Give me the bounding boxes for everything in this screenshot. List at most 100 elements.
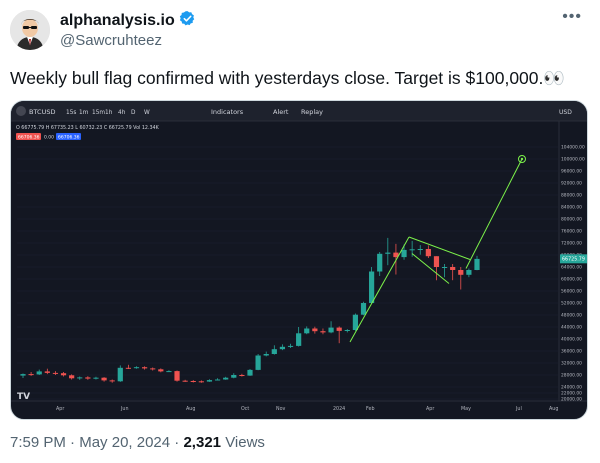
price-tick-label: 60000.00 <box>561 277 582 283</box>
candle-body <box>150 368 156 370</box>
buy-badge-text[interactable]: 66706.36 <box>58 135 80 141</box>
time-tick-label: Aug <box>549 406 558 412</box>
candle-body <box>247 369 253 376</box>
candle-body <box>279 346 286 350</box>
candle-body <box>206 380 213 382</box>
trendline <box>349 236 410 343</box>
candle-body <box>312 328 318 332</box>
candle-body <box>36 371 42 375</box>
trendline <box>411 253 450 284</box>
last-price-label <box>560 254 587 264</box>
candle-body <box>117 367 123 382</box>
candle-body <box>425 249 431 257</box>
price-tick-label: 20000.00 <box>561 397 582 403</box>
price-tick-label: 44000.00 <box>561 325 582 331</box>
tweet-body: Weekly bull flag confirmed with yesterda… <box>10 68 544 88</box>
candle-body <box>93 377 99 379</box>
trendlines <box>349 158 523 343</box>
candle-body <box>474 258 480 270</box>
price-tick-label: 72000.00 <box>561 241 582 247</box>
candle-body <box>344 330 350 331</box>
candle-body <box>190 381 196 382</box>
price-tick-label: 24000.00 <box>561 385 582 391</box>
price-tick-label: 100000.00 <box>561 157 585 163</box>
candle-body <box>458 270 464 275</box>
interval-4h[interactable]: 4h <box>118 110 126 116</box>
tweet-time[interactable]: 7:59 PM <box>10 434 66 451</box>
candle-body <box>417 249 423 250</box>
avatar[interactable] <box>10 10 50 50</box>
candle-body <box>352 314 358 330</box>
candle-body <box>336 327 342 331</box>
chart-toolbar <box>11 101 587 121</box>
candle-body <box>320 331 326 333</box>
currency-label[interactable]: USD <box>559 109 572 116</box>
candle-body <box>142 367 148 369</box>
candle-body <box>174 371 180 381</box>
trendline <box>408 236 471 260</box>
candle-body <box>77 377 83 379</box>
time-axis: Apr Jun Aug Oct Nov 2024 Feb Apr May Jul Aug <box>56 406 558 412</box>
candle-body <box>198 381 204 383</box>
interval-15s[interactable]: 15s <box>66 110 76 116</box>
more-options-icon[interactable]: ••• <box>562 8 582 25</box>
last-price-text: 66725.79 <box>562 257 585 263</box>
candle-body <box>28 374 34 376</box>
time-tick-label: Jun <box>120 406 129 412</box>
interval-1h[interactable]: 1h <box>105 110 113 116</box>
candle-body <box>377 253 383 272</box>
interval-15m[interactable]: 15m <box>92 110 105 116</box>
candle-body <box>450 267 456 270</box>
time-tick-label: Apr <box>426 406 434 412</box>
candle-body <box>401 249 407 258</box>
ohlc-legend: O 66775.79 H 67735.23 L 60732.23 C 66725… <box>16 125 160 131</box>
time-tick-label: May <box>461 406 471 412</box>
candle-body <box>20 374 26 376</box>
candle-body <box>296 333 302 346</box>
author-handle[interactable]: @Sawcruhteez <box>60 32 162 49</box>
price-tick-label: 88000.00 <box>561 193 582 199</box>
chart-logo-icon <box>16 106 26 116</box>
price-tick-label: 76000.00 <box>561 229 582 235</box>
candle-body <box>304 328 310 334</box>
author-display-name[interactable]: alphanalysis.io <box>60 12 175 29</box>
candle-body <box>433 256 440 267</box>
price-tick-label: 56000.00 <box>561 289 582 295</box>
chart-image[interactable]: BTCUSD 15s 1m 15m 1h 4h D W Indicators Alert R… <box>10 100 588 420</box>
interval-D[interactable]: D <box>131 110 136 116</box>
candle-body <box>466 270 472 275</box>
price-tick-label: 36000.00 <box>561 349 582 355</box>
alert-button[interactable]: Alert <box>273 108 289 116</box>
interval-W[interactable]: W <box>144 110 150 116</box>
replay-button[interactable]: Replay <box>301 108 323 116</box>
indicators-button[interactable]: Indicators <box>211 108 244 116</box>
chart-symbol[interactable]: BTCUSD <box>29 108 55 116</box>
tweet-date[interactable]: May 20, 2024 <box>79 434 171 451</box>
candle-body <box>328 327 334 333</box>
time-tick-label: Aug <box>186 406 195 412</box>
time-tick-label: Jul <box>515 406 522 412</box>
price-tick-label: 64000.00 <box>561 265 582 271</box>
views-label: Views <box>225 434 265 451</box>
views-count: 2,321 <box>183 434 222 451</box>
time-tick-label: Oct <box>241 406 249 412</box>
candle-body <box>44 371 50 373</box>
time-tick-label: Feb <box>366 406 375 412</box>
price-chart: BTCUSD 15s 1m 15m 1h 4h D W Indicators Alert R… <box>11 101 587 412</box>
time-tick-label: Nov <box>276 406 286 412</box>
candle-body <box>360 303 367 315</box>
trendline <box>465 158 523 269</box>
interval-1m[interactable]: 1m <box>79 110 89 116</box>
price-tick-label: 104000.00 <box>561 145 585 151</box>
candle-body <box>369 271 375 303</box>
candle-body <box>239 375 245 376</box>
price-tick-label: 32000.00 <box>561 361 582 367</box>
candle-body <box>125 367 131 369</box>
candle-body <box>214 379 221 381</box>
buy-badge <box>56 133 81 140</box>
candle-body <box>69 375 75 379</box>
sell-badge-text[interactable]: 66706.36 <box>18 135 40 141</box>
candle-body <box>409 249 415 251</box>
candle-body <box>182 380 188 382</box>
